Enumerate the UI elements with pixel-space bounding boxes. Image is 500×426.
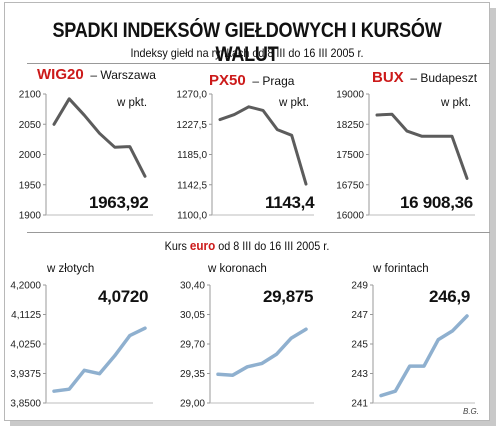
huf-tick-label: 243 [351,369,368,380]
wig20-value: 1963,92 [85,193,153,213]
pln-series-line [52,326,147,393]
bux-dash: – [407,71,421,85]
wig20-tick-label: 2100 [19,90,42,101]
bux-header: BUX – Budapeszt [372,69,477,86]
czk-unit: w koronach [208,263,267,275]
bux-value: 16 908,36 [396,193,477,213]
credit: B.G. [462,407,479,416]
bux-tick-label: 16000 [336,211,364,222]
bux-tick-label: 17500 [336,150,364,161]
czk-series-line [216,327,308,377]
wig20-header: WIG20 – Warszawa [37,66,156,83]
huf-unit: w forintach [373,263,429,275]
charts-canvas: 2100 2050 2000 1950 1900 1270,0 1227,5 1185,0 11… [10,90,475,410]
bux-series-line [375,112,469,180]
euro-subtitle-highlight: euro [189,238,216,253]
px50-dash: – [249,74,263,88]
top-separator [27,63,490,64]
px50-series-line [218,105,308,186]
px50-unit: w pkt. [279,97,310,109]
px50-tick-label: 1270,0 [176,90,207,101]
px50-tick-label: 1227,5 [176,120,207,131]
wig20-place: Warszawa [100,68,156,82]
page-title: SPADKI INDEKSÓW GIEŁDOWYCH I KURSÓW WALU… [52,19,442,66]
czk-tick-label: 30,05 [180,310,205,321]
czk-tick-label: 30,40 [180,281,205,292]
huf-tick-label: 241 [351,399,368,410]
czk-tick-label: 29,35 [180,369,205,380]
pln-tick-label: 4,0250 [10,340,41,351]
px50-header: PX50 – Praga [209,72,294,89]
bux-tick-label: 19000 [336,90,364,101]
wig20-series-line [52,97,147,178]
huf-tick-label: 245 [351,340,368,351]
bux-place: Budapeszt [420,71,478,85]
wig20-tick-label: 1900 [19,211,42,222]
huf-tick-label: 247 [351,310,368,321]
czk-tick-label: 29,00 [180,399,205,410]
px50-name: PX50 [209,72,246,89]
euro-subtitle-suffix: od 8 III do 16 III 2005 r. [215,239,330,253]
bux-tick-label: 16750 [336,180,364,191]
pln-tick-label: 3,8500 [10,399,41,410]
middle-separator [27,232,490,233]
euro-subtitle: Kurs euro od 8 III do 16 III 2005 r. [29,238,465,253]
pln-tick-label: 3,9375 [10,369,41,380]
czk-tick-label: 29,70 [180,340,205,351]
px50-place: Praga [262,74,295,88]
wig20-name: WIG20 [37,66,84,83]
huf-series-line [379,314,469,398]
wig20-tick-label: 2000 [19,150,42,161]
indices-subtitle: Indeksy giełd na rynkach od 8 III do 16 … [130,46,364,60]
wig20-tick-label: 1950 [19,180,42,191]
wig20-dash: – [87,68,101,82]
pln-tick-label: 4,2000 [10,281,41,292]
huf-tick-label: 249 [351,281,368,292]
pln-value: 4,0720 [94,287,153,307]
px50-tick-label: 1185,0 [177,150,207,161]
euro-subtitle-prefix: Kurs [164,239,190,253]
bux-name: BUX [372,69,404,86]
bux-unit: w pkt. [441,97,472,109]
px50-value: 1143,4 [261,193,319,213]
bux-tick-label: 18250 [336,120,364,131]
px50-tick-label: 1100,0 [177,211,207,222]
wig20-tick-label: 2050 [19,120,42,131]
huf-value: 246,9 [425,287,475,307]
pln-tick-label: 4,1125 [11,310,41,321]
czk-value: 29,875 [259,287,318,307]
px50-tick-label: 1142,5 [177,180,207,191]
wig20-unit: w pkt. [117,97,148,109]
infographic-frame: SPADKI INDEKSÓW GIEŁDOWYCH I KURSÓW WALU… [4,2,490,421]
pln-unit: w złotych [47,263,95,275]
